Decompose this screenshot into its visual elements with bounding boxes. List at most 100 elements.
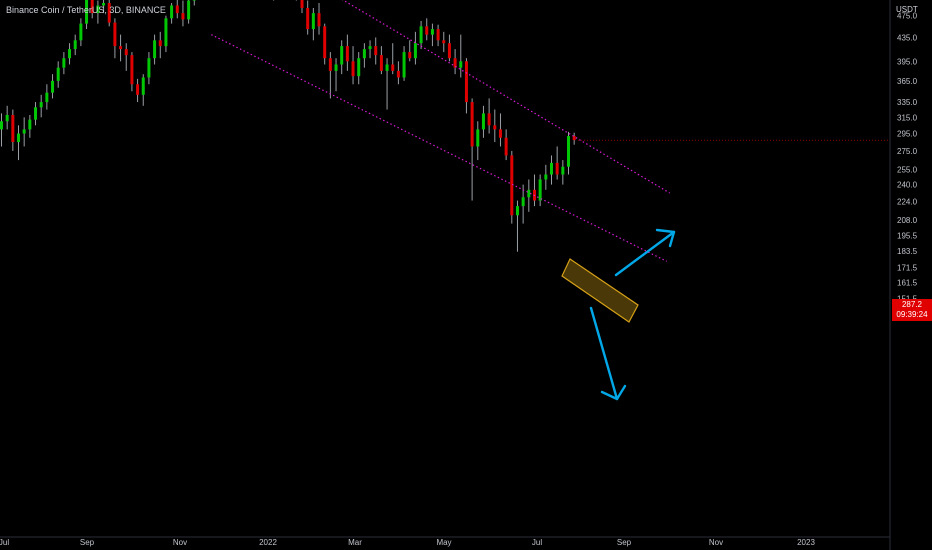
candle-down (351, 61, 355, 77)
candle-up (567, 136, 570, 167)
price-tick-label: 475.0 (897, 12, 918, 21)
candle-down (510, 155, 514, 216)
candle-up (22, 129, 26, 134)
candle-down (300, 0, 304, 8)
price-tick-label: 295.0 (897, 130, 918, 139)
candle-up (102, 2, 106, 6)
time-tick-label: Nov (709, 538, 723, 547)
candle-down (447, 43, 451, 59)
time-axis[interactable]: Jul Sep Nov 2022 Mar May Jul Sep Nov 2023 (0, 538, 815, 547)
price-tick-label: 208.0 (897, 216, 918, 225)
time-tick-label: May (436, 538, 451, 547)
price-tick-label: 171.5 (897, 264, 918, 273)
currency-label: USDT (896, 5, 918, 14)
candle-down (396, 70, 400, 78)
channel-upper-line[interactable] (235, 0, 670, 194)
candle-up (164, 18, 168, 47)
candle-up (28, 119, 32, 130)
candle-down (464, 61, 468, 103)
arrow-up-breakout[interactable] (614, 228, 676, 277)
candle-up (340, 46, 344, 65)
candle-down (130, 55, 134, 85)
candle-down (175, 5, 179, 14)
candles (0, 0, 576, 252)
candle-up (368, 46, 372, 50)
candle-up (192, 0, 196, 1)
candle-up (481, 113, 485, 130)
candle-up (413, 43, 417, 59)
arrow-shaft (589, 306, 619, 401)
candle-up (147, 58, 151, 78)
candle-down (136, 84, 140, 95)
candle-up (385, 64, 389, 71)
candle-up (170, 5, 174, 19)
annotations[interactable] (211, 0, 890, 401)
candle-down (181, 13, 185, 20)
candle-up (153, 40, 157, 59)
candle-up (311, 13, 315, 30)
price-tick-label: 255.0 (897, 166, 918, 175)
price-tick-label: 335.0 (897, 98, 918, 107)
price-tick-label: 151.5 (897, 294, 918, 303)
candle-down (345, 46, 349, 62)
price-tick-label: 395.0 (897, 57, 918, 66)
candle-down (470, 102, 474, 147)
candle-up (0, 121, 3, 130)
channel-lower-line[interactable] (211, 34, 668, 262)
candle-up (17, 133, 21, 143)
candle-down (487, 113, 491, 126)
arrow-down-rejection[interactable] (589, 306, 627, 401)
candle-up (362, 49, 366, 59)
candle-up (62, 58, 66, 68)
candle-up (538, 179, 542, 201)
candle-up (34, 107, 38, 120)
candle-down (408, 52, 412, 59)
time-tick-label: Sep (80, 538, 95, 547)
candle-down (158, 40, 162, 47)
candle-down (391, 64, 395, 71)
time-tick-label: Nov (173, 538, 187, 547)
time-tick-label: Sep (617, 538, 632, 547)
candle-up (476, 129, 480, 147)
candle-up (85, 0, 89, 24)
grid (0, 0, 891, 550)
resistance-highlight-box[interactable] (561, 258, 639, 323)
price-tick-label: 224.0 (897, 198, 918, 207)
arrow-shaft (614, 230, 676, 277)
candle-up (419, 26, 423, 44)
candle-up (187, 0, 191, 20)
candle-down (119, 46, 123, 50)
price-tick-label: 183.5 (897, 247, 918, 256)
bar-countdown: 09:39:24 (896, 310, 928, 319)
candle-down (442, 40, 446, 44)
price-tick-label: 365.0 (897, 77, 918, 86)
candle-up (515, 206, 519, 216)
candle-up (549, 162, 553, 175)
candle-down (374, 46, 378, 56)
candle-down (323, 26, 327, 59)
arrow-head (655, 228, 676, 248)
candle-up (68, 49, 72, 59)
last-price-badge: 287.2 09:39:24 (892, 299, 932, 321)
candle-up (334, 64, 338, 71)
time-tick-label: 2022 (259, 538, 277, 547)
candle-down (113, 22, 117, 47)
candle-up (459, 61, 463, 68)
time-tick-label: Jul (0, 538, 9, 547)
price-tick-label: 161.5 (897, 279, 918, 288)
candle-up (73, 40, 77, 50)
candle-up (79, 23, 83, 41)
candle-up (544, 174, 548, 180)
time-tick-label: Mar (348, 538, 362, 547)
last-price-value: 287.2 (901, 300, 923, 309)
candle-up (561, 166, 565, 175)
time-tick-label: 2023 (797, 538, 815, 547)
candle-down (306, 7, 310, 30)
candle-up (357, 58, 361, 77)
price-axis[interactable]: 675.0635.0595.0555.0515.0475.0435.0395.0… (897, 0, 918, 303)
chart-title: Binance Coin / TetherUS, 3D, BINANCE (6, 5, 166, 15)
candle-down (11, 114, 15, 143)
candle-up (141, 77, 145, 95)
